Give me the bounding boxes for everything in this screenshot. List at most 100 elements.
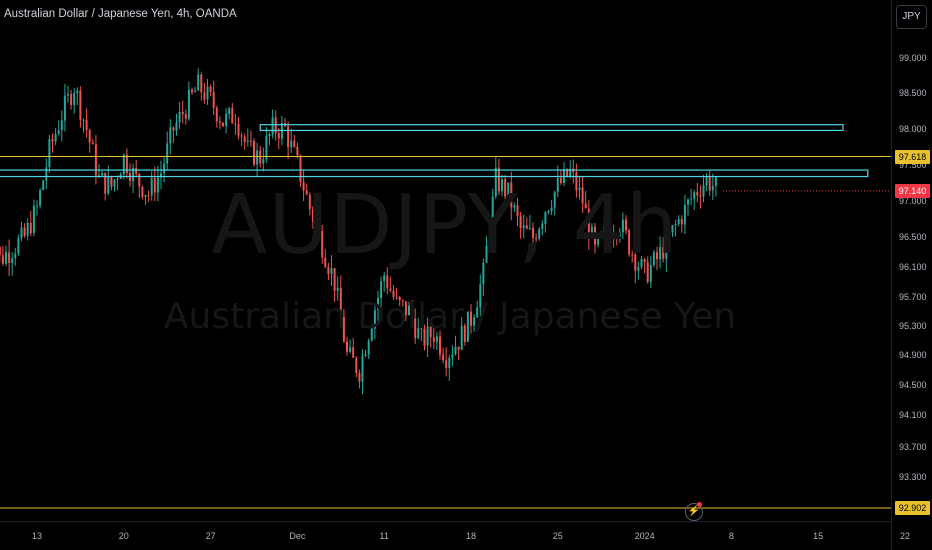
candle-body xyxy=(141,186,144,198)
time-tick-label: 11 xyxy=(379,531,389,541)
candle-body xyxy=(85,119,88,131)
candle-body xyxy=(621,219,624,233)
price-tick-label: 95.700 xyxy=(899,292,927,302)
candle-body xyxy=(488,235,491,246)
candle-body xyxy=(228,108,231,114)
candle xyxy=(110,175,113,191)
candle-body xyxy=(708,176,711,191)
candle-body xyxy=(23,227,26,236)
candle xyxy=(8,239,11,276)
candle xyxy=(581,176,584,214)
candle-body xyxy=(101,172,104,176)
lower-level-badge: 92.902 xyxy=(895,501,930,515)
candle xyxy=(79,86,82,128)
candle xyxy=(665,223,668,272)
candle xyxy=(507,182,510,201)
candle xyxy=(187,81,190,121)
candle-body xyxy=(98,175,100,177)
candle xyxy=(652,249,655,268)
candle xyxy=(237,117,240,140)
candle xyxy=(23,223,26,238)
price-tick-label: 94.900 xyxy=(899,350,927,360)
candle xyxy=(680,215,683,233)
candle xyxy=(414,308,417,344)
candle xyxy=(377,291,379,322)
candle-body xyxy=(234,123,237,125)
candle-body xyxy=(550,207,553,211)
price-tick-label: 96.500 xyxy=(899,232,927,242)
candle xyxy=(559,169,562,185)
candle-body xyxy=(451,354,454,358)
candle xyxy=(88,128,91,153)
currency-button[interactable]: JPY xyxy=(896,5,927,29)
candle xyxy=(358,369,361,389)
candle xyxy=(274,110,277,141)
candle-body xyxy=(389,288,392,291)
candle xyxy=(510,171,513,221)
candle xyxy=(308,192,311,216)
candle-body xyxy=(160,173,162,178)
lightning-icon[interactable]: ⚡ xyxy=(685,503,703,521)
candle xyxy=(594,222,596,254)
candle-body xyxy=(510,182,513,208)
candle-body xyxy=(318,224,321,232)
price-tick-label: 98.000 xyxy=(899,124,927,134)
candle-body xyxy=(110,176,113,187)
time-tick-label: 27 xyxy=(205,531,216,541)
candle-body xyxy=(476,307,479,318)
candle xyxy=(392,284,395,301)
candle xyxy=(451,344,454,367)
candle xyxy=(423,324,426,351)
candle-body xyxy=(256,150,259,165)
candle xyxy=(76,87,79,106)
candle xyxy=(656,246,658,271)
time-tick-label: 25 xyxy=(552,531,563,541)
candle xyxy=(311,205,314,229)
candle-body xyxy=(206,86,209,100)
time-tick-label: 8 xyxy=(728,531,734,541)
candle-body xyxy=(222,122,224,127)
candle xyxy=(246,128,249,147)
candle-body xyxy=(420,328,423,330)
candle xyxy=(119,172,122,180)
candle xyxy=(346,336,348,356)
candle xyxy=(135,159,138,178)
price-tick-label: 93.300 xyxy=(899,472,927,482)
candle xyxy=(541,220,544,236)
candle-body xyxy=(637,267,640,271)
candle xyxy=(141,185,144,200)
candle xyxy=(153,166,156,202)
candle-body xyxy=(163,163,166,174)
candle xyxy=(225,108,228,134)
candle xyxy=(200,72,203,101)
candle-body xyxy=(355,357,358,373)
candle xyxy=(513,202,516,212)
candle xyxy=(470,304,472,334)
candle-body xyxy=(652,252,655,265)
candle xyxy=(584,190,587,209)
price-tick-label: 94.500 xyxy=(899,380,927,390)
candle-body xyxy=(702,185,705,197)
candle-body xyxy=(91,142,94,145)
candle-body xyxy=(463,325,466,342)
candle-body xyxy=(271,117,274,135)
candle xyxy=(212,80,215,116)
candle-body xyxy=(39,189,42,206)
candle-body xyxy=(454,346,457,355)
candle-body xyxy=(603,226,606,234)
candle-body xyxy=(699,195,702,197)
candle xyxy=(637,261,640,280)
candle-body xyxy=(662,246,665,259)
candle-body xyxy=(327,266,330,275)
candle xyxy=(572,159,575,184)
candle xyxy=(218,116,221,130)
candle xyxy=(324,249,327,269)
candle-body xyxy=(693,192,696,200)
candle xyxy=(144,194,147,205)
candle xyxy=(659,236,662,269)
candle xyxy=(206,78,209,105)
candle xyxy=(271,109,274,139)
candle-body xyxy=(674,224,677,226)
candle xyxy=(677,215,680,227)
